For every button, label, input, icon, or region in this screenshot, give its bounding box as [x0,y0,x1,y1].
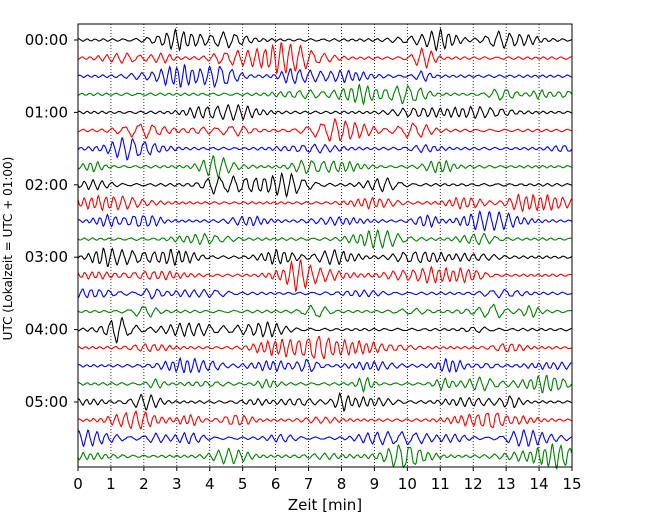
seismogram-trace [77,171,572,199]
y-axis-label: UTC (Lokalzeit = UTC + 01:00) [1,157,15,341]
seismogram-trace [78,117,572,142]
x-tick-label: 2 [139,475,149,493]
x-axis: 0 1 2 3 4 5 6 7 8 9 10 11 12 13 14 15 [73,467,582,493]
y-tick-label: 02:00 [25,176,68,194]
y-tick-label: 03:00 [25,248,68,266]
x-tick-label: 1 [106,475,116,493]
x-axis-label: Zeit [min] [288,496,362,514]
seismogram-trace [77,209,572,232]
seismogram-trace [77,229,572,250]
y-tick-label: 05:00 [25,393,68,411]
x-tick-label: 6 [271,475,281,493]
seismogram-trace [77,63,572,89]
x-tick-label: 0 [73,475,83,493]
seismogram-trace [77,42,572,76]
seismogram-trace [77,83,572,106]
x-tick-label: 8 [337,475,347,493]
x-tick-label: 15 [562,475,581,493]
x-tick-label: 12 [464,475,483,493]
seismogram-trace [77,247,572,268]
x-tick-label: 4 [205,475,215,493]
x-tick-label: 11 [431,475,450,493]
seismogram-trace [77,27,572,52]
plot-frame [77,23,573,468]
y-tick-label: 01:00 [25,103,68,121]
seismogram-trace [77,375,572,394]
seismogram-trace [77,303,572,319]
grid-lines [110,24,540,467]
seismogram-trace [77,442,573,470]
seismogram-trace [77,259,572,293]
x-tick-label: 13 [497,475,516,493]
x-tick-label: 7 [304,475,314,493]
seismogram-trace [77,410,572,430]
x-tick-label: 10 [398,475,417,493]
seismogram-trace [77,136,572,161]
seismogram-traces [77,27,573,470]
y-tick-label: 00:00 [25,31,68,49]
seismogram-trace [77,154,572,178]
x-tick-label: 14 [530,475,549,493]
x-tick-label: 5 [238,475,248,493]
seismogram-trace [77,356,572,374]
seismogram-trace [77,429,572,448]
x-tick-label: 3 [172,475,182,493]
x-tick-label: 9 [370,475,380,493]
seismogram-trace [77,391,572,413]
seismogram-trace [77,193,572,213]
y-tick-label: 04:00 [25,321,68,339]
y-axis: 00:00 01:00 02:00 03:00 04:00 05:00 [25,31,78,411]
seismogram-trace [77,316,572,344]
seismogram-trace [77,103,572,122]
seismogram-trace [77,288,572,300]
seismogram-trace [77,335,572,360]
